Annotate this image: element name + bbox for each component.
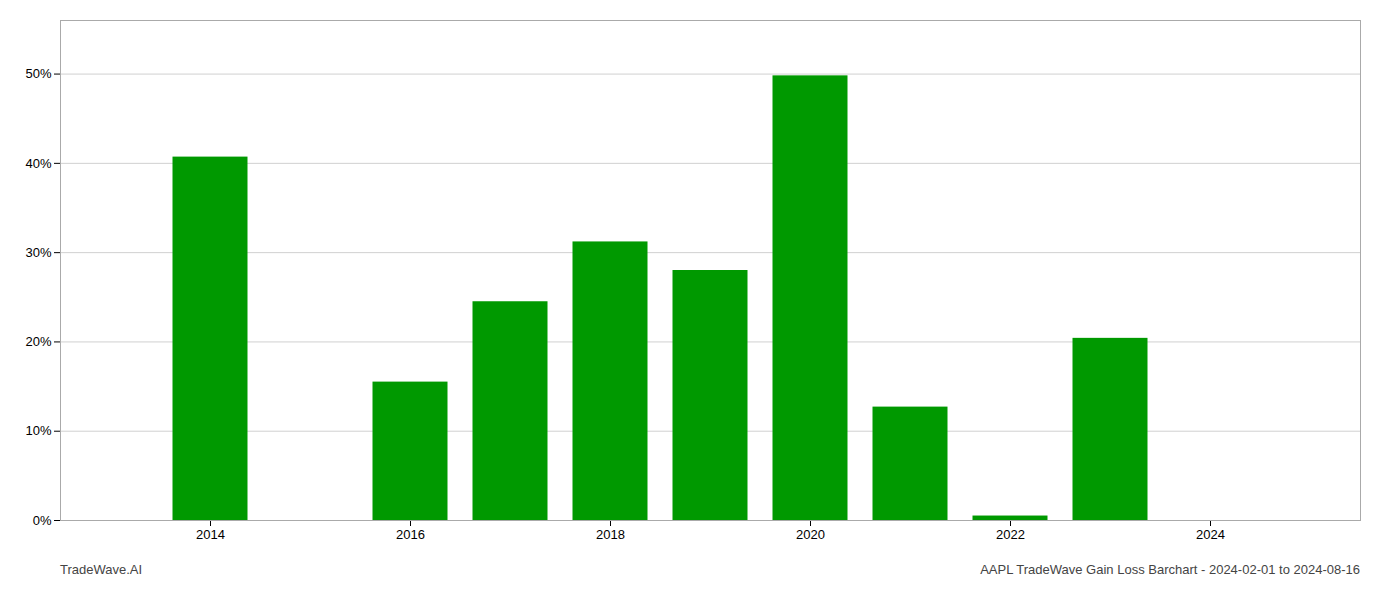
svg-text:2016: 2016 — [396, 527, 425, 542]
svg-text:30%: 30% — [25, 245, 51, 260]
svg-text:2014: 2014 — [196, 527, 225, 542]
svg-text:2022: 2022 — [996, 527, 1025, 542]
svg-text:2018: 2018 — [596, 527, 625, 542]
svg-text:2024: 2024 — [1196, 527, 1225, 542]
svg-text:10%: 10% — [25, 423, 51, 438]
svg-text:40%: 40% — [25, 156, 51, 171]
html-text:TradeWave.AI: TradeWave.AI — [60, 562, 143, 577]
svg-text:0%: 0% — [33, 513, 52, 528]
svg-text:20%: 20% — [25, 334, 51, 349]
svg-text:2020: 2020 — [796, 527, 825, 542]
svg-text:50%: 50% — [25, 66, 51, 81]
html-text:AAPL TradeWave Gain Loss Barch: AAPL TradeWave Gain Loss Barchart - 2024… — [980, 562, 1360, 577]
